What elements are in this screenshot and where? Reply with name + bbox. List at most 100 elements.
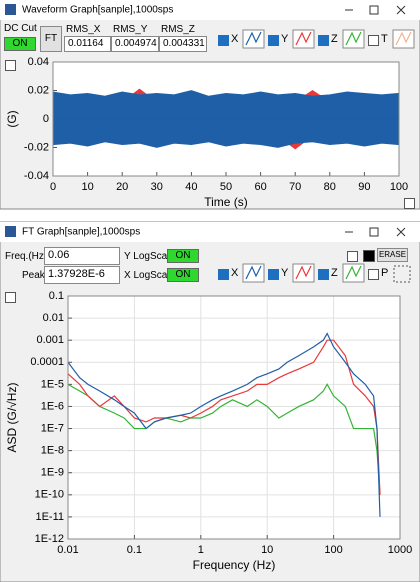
- app-icon: [5, 226, 16, 237]
- channel-icon-line: [345, 265, 362, 280]
- maximize-button[interactable]: [369, 5, 379, 15]
- x-tick-label: 40: [185, 181, 197, 193]
- x-tick-label: 60: [254, 181, 266, 193]
- channel-checkbox[interactable]: [268, 269, 279, 280]
- x-axis-label: Frequency (Hz): [193, 558, 276, 572]
- x-tick-label: 20: [116, 181, 128, 193]
- channel-label: X: [231, 33, 239, 45]
- signal-band: [52, 90, 400, 120]
- checkbox[interactable]: [5, 292, 16, 303]
- rms-value: 0.004974: [111, 36, 159, 52]
- rms-label: RMS_X: [66, 24, 101, 35]
- plot-area: [67, 295, 401, 540]
- y-tick-label: 0.001: [36, 334, 64, 346]
- x-tick-label: 0.01: [57, 544, 78, 556]
- channel-checkbox[interactable]: [318, 35, 329, 46]
- channel-label: Z: [331, 267, 338, 279]
- channel-checkbox[interactable]: [368, 269, 379, 280]
- y-tick-label: -0.04: [24, 170, 49, 182]
- y-tick-label: 0.1: [49, 290, 64, 302]
- close-button[interactable]: [396, 227, 406, 237]
- channel-icon-line: [295, 31, 312, 46]
- erase-button[interactable]: ERASE: [377, 248, 408, 262]
- spectrum-line: [67, 332, 381, 517]
- rms-value: 0.01164: [64, 36, 111, 52]
- channel-label: Y: [281, 33, 289, 45]
- freq-label: Freq.(Hz): [5, 251, 48, 262]
- channel-icon: [342, 263, 365, 283]
- dc-cut-button[interactable]: ON: [4, 37, 36, 51]
- plot-frame: [67, 295, 401, 540]
- plot-frame: [52, 61, 400, 177]
- channel-icon: [392, 29, 415, 49]
- ylog-label: Y LogScale: [124, 251, 175, 262]
- y-axis-label: ASD (G/√Hz): [5, 383, 19, 453]
- channel-icon-line: [345, 31, 362, 46]
- p-icon: [393, 265, 411, 283]
- rms-label: RMS_Y: [113, 24, 148, 35]
- y-tick-label: 1E-11: [35, 511, 64, 523]
- channel-icon-line: [245, 31, 262, 46]
- title-bar: [0, 222, 420, 242]
- channel-checkbox[interactable]: [218, 269, 229, 280]
- channel-checkbox[interactable]: [368, 35, 379, 46]
- y-tick-label: 1E-12: [35, 533, 64, 545]
- spectrum-line: [67, 339, 381, 495]
- y-tick-label: 1E-9: [41, 467, 64, 479]
- y-axis-label: (G): [5, 110, 19, 127]
- y-tick-label: 1E-10: [35, 489, 64, 501]
- x-tick-label: 1000: [388, 544, 412, 556]
- y-tick-label: 1E-7: [41, 422, 64, 434]
- window-title: Waveform Graph[sanple],1000sps: [22, 5, 173, 16]
- close-button[interactable]: [396, 5, 406, 15]
- channel-checkbox[interactable]: [218, 35, 229, 46]
- y-tick-label: 1E-5: [41, 378, 64, 390]
- checkbox[interactable]: [347, 251, 358, 262]
- channel-label: P: [381, 267, 389, 279]
- y-tick-label: 0: [43, 113, 49, 125]
- y-tick-label: -0.02: [24, 141, 49, 153]
- app-icon: [5, 4, 16, 15]
- channel-label: T: [381, 33, 388, 45]
- dc-cut-label: DC Cut: [4, 23, 37, 34]
- channel-label: X: [231, 267, 239, 279]
- y-tick-label: 1E-6: [41, 400, 64, 412]
- x-tick-label: 50: [220, 181, 232, 193]
- y-tick-label: 0.0001: [30, 356, 64, 368]
- channel-checkbox[interactable]: [318, 269, 329, 280]
- channel-icon: [292, 263, 315, 283]
- x-tick-label: 10: [81, 181, 93, 193]
- peak-label: Peak: [22, 270, 45, 281]
- xlog-button[interactable]: ON: [167, 268, 199, 282]
- color-button[interactable]: [363, 250, 375, 262]
- channel-icon: [342, 29, 365, 49]
- x-axis-label: Time (s): [204, 195, 248, 209]
- channel-icon-line: [245, 265, 262, 280]
- channel-icon: [242, 29, 265, 49]
- x-tick-label: 70: [289, 181, 301, 193]
- channel-icon-line: [395, 31, 412, 46]
- channel-label: Z: [331, 33, 338, 45]
- maximize-button[interactable]: [369, 227, 379, 237]
- checkbox[interactable]: [404, 198, 415, 209]
- x-tick-label: 0.1: [127, 544, 142, 556]
- ylog-button[interactable]: ON: [167, 249, 199, 263]
- x-tick-label: 1: [198, 544, 204, 556]
- checkbox[interactable]: [5, 60, 16, 71]
- y-tick-label: 0.02: [28, 84, 49, 96]
- channel-icon: [292, 29, 315, 49]
- spectrum-line: [67, 383, 381, 495]
- signal-band: [52, 118, 400, 148]
- channel-checkbox[interactable]: [268, 35, 279, 46]
- ft-button[interactable]: FT: [40, 26, 62, 52]
- y-tick-label: 1E-8: [41, 445, 64, 457]
- x-tick-label: 80: [324, 181, 336, 193]
- channel-icon: [242, 263, 265, 283]
- x-tick-label: 100: [390, 181, 408, 193]
- rms-label: RMS_Z: [161, 24, 195, 35]
- freq-value: 0.06: [44, 247, 120, 265]
- y-tick-label: 0.01: [43, 312, 64, 324]
- x-tick-label: 10: [261, 544, 273, 556]
